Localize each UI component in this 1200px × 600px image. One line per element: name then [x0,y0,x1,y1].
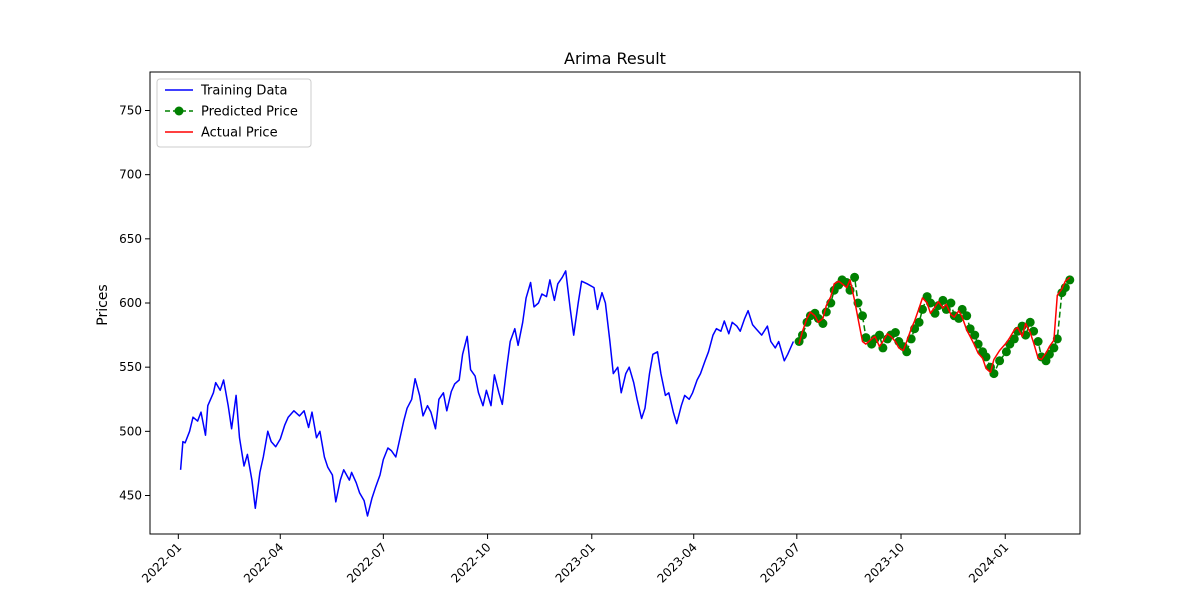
x-tick-label: 2022-04 [241,540,286,585]
predicted-price-point [1033,337,1043,346]
predicted-price-point [1052,334,1062,344]
predicted-price-point [989,369,999,379]
predicted-price-point [914,317,924,327]
predicted-price-point [842,278,852,287]
predicted-price-point [1065,275,1075,285]
predicted-price-point [1049,343,1059,353]
predicted-price-point [962,311,972,321]
x-tick-label: 2023-04 [654,540,699,585]
predicted-price-point [1001,347,1011,357]
predicted-price-point [946,298,956,308]
y-tick-label: 600 [119,296,142,310]
y-tick-label: 450 [119,489,142,503]
y-tick-label: 550 [119,360,142,374]
x-tick-label: 2023-10 [862,540,907,585]
predicted-price-point [995,356,1005,366]
y-axis-label: Prices [95,284,111,325]
predicted-price-point [878,343,888,353]
actual-price-line [798,276,1071,374]
predicted-price-point [938,295,948,305]
predicted-price-point [850,272,860,282]
legend: Training Data Predicted Price Actual Price [156,78,312,148]
predicted-price-point [858,311,867,321]
y-tick-label: 700 [119,168,142,182]
predicted-price-point [1009,334,1019,344]
x-axis: 2022-01 2022-04 2022-07 2022-10 2023-01 2023-… [139,534,1011,586]
y-tick-label: 650 [119,232,142,246]
predicted-price-point [890,328,900,337]
legend-box [156,78,312,148]
y-tick-label: 500 [119,424,142,438]
plot-content [179,270,1075,517]
y-tick-label: 750 [119,104,142,118]
x-tick-label: 2023-07 [758,540,803,585]
predicted-price-point [918,304,927,314]
x-tick-label: 2022-07 [344,540,389,585]
legend-marker-predicted-price [174,106,184,116]
predicted-price-point [981,352,991,362]
x-tick-label: 2022-10 [448,540,493,585]
training-data-line [179,270,795,517]
legend-label-actual-price: Actual Price [201,126,278,141]
predicted-price-point [970,330,980,340]
predicted-price-point [1025,317,1035,327]
predicted-price-point [875,330,884,340]
x-tick-label: 2023-01 [553,540,598,585]
predicted-price-point [861,333,871,343]
x-tick-label: 2022-01 [139,540,184,585]
x-tick-label: 2024-01 [966,540,1011,585]
predicted-price-point [1029,326,1039,336]
chart-title: Arima Result [564,49,666,68]
y-axis: 450 500 550 600 650 700 750 [119,104,150,503]
legend-label-predicted-price: Predicted Price [201,105,298,120]
legend-label-training-data: Training Data [200,84,287,99]
